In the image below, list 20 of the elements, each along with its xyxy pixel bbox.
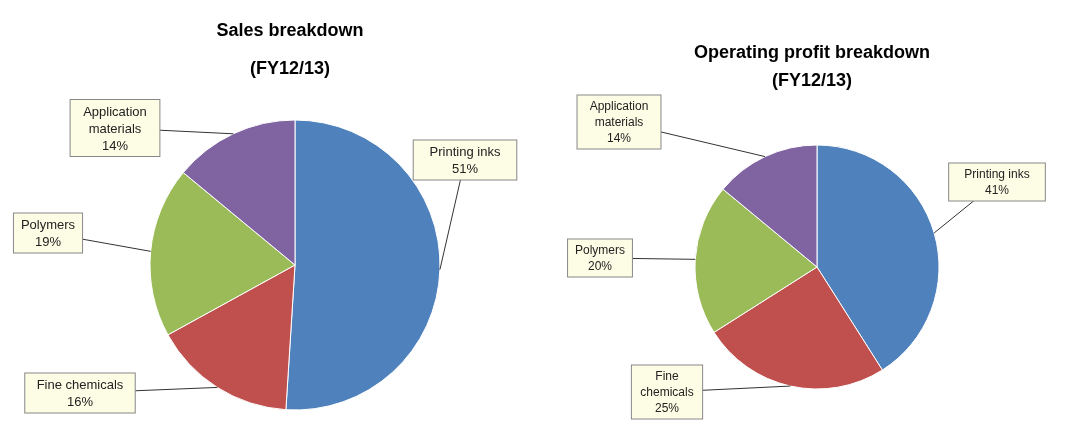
data-label: 14% (606, 131, 632, 145)
slice-label: Application materials (589, 99, 649, 129)
slice-label: Printing inks (964, 167, 1030, 181)
data-label: 14% (101, 137, 129, 153)
slice-label: Fine chemicals (640, 369, 694, 399)
chart-subtitle: (FY12/13) (770, 69, 853, 92)
data-label: 16% (66, 394, 94, 409)
data-label: 51% (451, 161, 479, 176)
chart-title: Sales breakdown (215, 19, 365, 42)
slice-label: Polymers (574, 243, 626, 257)
data-label: 19% (34, 234, 62, 249)
slice-label: Fine chemicals (36, 377, 124, 392)
slice-label: Printing inks (429, 144, 501, 159)
data-label: 20% (587, 259, 613, 273)
chart-subtitle: (FY12/13) (248, 57, 331, 80)
slice-label: Application materials (83, 103, 147, 136)
data-label: 41% (984, 183, 1010, 197)
slice-label: Polymers (20, 217, 76, 232)
data-label: 25% (654, 401, 680, 415)
chart-title: Operating profit breakdown (693, 41, 931, 64)
